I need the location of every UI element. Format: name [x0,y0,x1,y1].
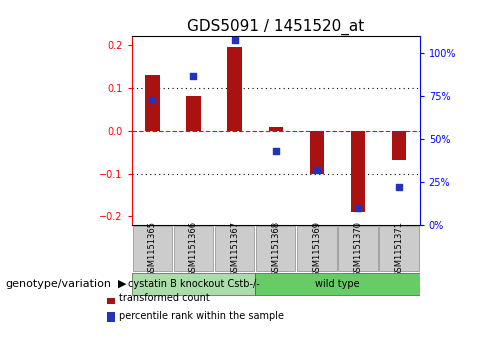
Text: ▶: ▶ [119,279,127,289]
Text: genotype/variation: genotype/variation [5,279,111,289]
Point [189,73,197,79]
Point [231,37,239,42]
Bar [338,226,378,271]
Bar [174,226,213,271]
Bar [215,226,254,271]
Point [395,184,403,190]
Text: GSM1151369: GSM1151369 [312,221,322,277]
Bar [227,47,242,131]
Bar [268,127,283,131]
Title: GDS5091 / 1451520_at: GDS5091 / 1451520_at [187,19,365,35]
Bar [133,226,172,271]
Bar [256,226,295,271]
Text: GSM1151371: GSM1151371 [395,221,404,277]
Bar [186,95,201,131]
Bar [297,226,337,271]
Point [272,148,280,154]
Text: GSM1151370: GSM1151370 [353,221,363,277]
Text: GSM1151368: GSM1151368 [271,221,280,277]
Text: percentile rank within the sample: percentile rank within the sample [119,311,284,321]
Bar [255,273,420,295]
Text: GSM1151367: GSM1151367 [230,221,239,277]
Bar [107,294,115,303]
Text: cystatin B knockout Cstb-/-: cystatin B knockout Cstb-/- [127,279,259,289]
Point [313,167,321,173]
Bar [132,273,255,295]
Point [354,205,362,211]
Text: wild type: wild type [315,279,360,289]
Bar [379,226,419,271]
Bar [392,131,407,160]
Bar [107,312,115,322]
Text: GSM1151366: GSM1151366 [189,221,198,277]
Text: transformed count: transformed count [119,293,210,303]
Text: GSM1151365: GSM1151365 [148,221,157,277]
Bar [310,131,324,174]
Bar [351,131,365,212]
Point [148,97,156,103]
Bar [145,75,160,131]
